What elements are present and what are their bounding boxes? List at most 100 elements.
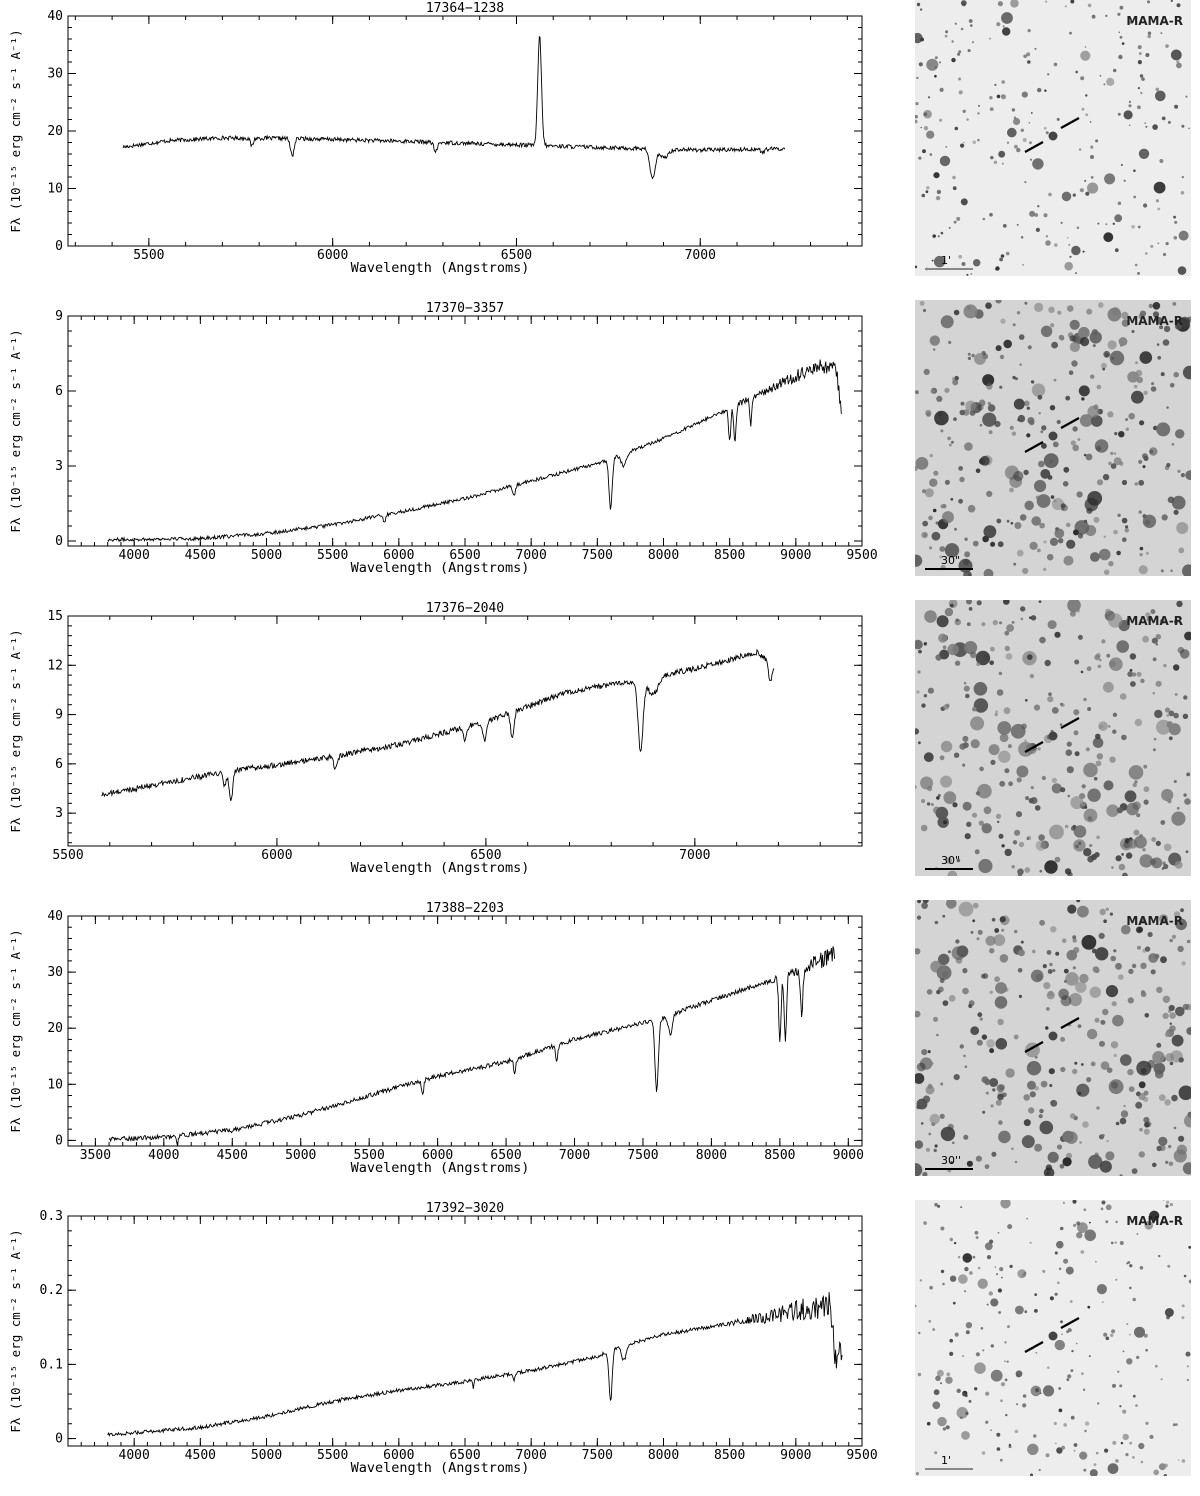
target-star [1048,431,1058,441]
spectrum-line [107,359,843,543]
plot-frame [67,915,863,1147]
x-tick-label: 7000 [679,848,710,863]
target-star [1048,1331,1058,1341]
y-tick-label: 15 [47,609,63,624]
x-tick-label: 6500 [501,248,532,263]
target-marker-left [1024,1341,1044,1353]
finding-chart-image: MAMA-R 30" [915,300,1191,576]
y-axis-label: Fλ (10⁻¹⁵ erg cm⁻² s⁻¹ A⁻¹) [8,929,23,1132]
scale-bar: 30'' [925,1154,973,1170]
y-tick-label: 10 [47,182,63,197]
x-tick-label: 9000 [780,548,811,563]
x-tick-label: 9500 [846,1448,877,1463]
x-tick-label: 6000 [261,848,292,863]
spectrum-line [108,946,836,1147]
survey-label: MAMA-R [1126,14,1183,28]
y-tick-label: 30 [47,965,63,980]
x-tick-label: 5500 [133,248,164,263]
y-tick-label: 20 [47,124,63,139]
target-marker-right [1060,417,1080,429]
x-tick-label: 9000 [780,1448,811,1463]
finding-chart-image: MAMA-R 30" [915,600,1191,876]
survey-label: MAMA-R [1126,1214,1183,1228]
target-star [1048,1031,1058,1041]
x-tick-label: 5000 [251,1448,282,1463]
y-tick-label: 9 [55,708,63,723]
star-field [915,900,1191,1176]
target-marker-right [1060,117,1080,129]
y-tick-label: 6 [55,757,63,772]
x-tick-label: 5500 [354,1148,385,1163]
x-tick-label: 4000 [119,548,150,563]
x-tick-label: 5500 [52,848,83,863]
spectrum-line [107,1292,843,1437]
x-tick-label: 8500 [764,1148,795,1163]
x-tick-label: 8000 [648,1448,679,1463]
star-field [915,600,1191,876]
target-marker-right [1060,717,1080,729]
spectrum-panel: 17392−3020 4000 4500 5000 5500 6000 6500 7000 75… [0,1200,1200,1496]
star-field [915,1200,1191,1476]
x-tick-label: 9500 [846,548,877,563]
y-axis-label: Fλ (10⁻¹⁵ erg cm⁻² s⁻¹ A⁻¹) [8,29,23,232]
scale-bar-line [925,1168,973,1170]
spectrum-chart: 17370−3357 4000 4500 5000 5500 6000 6500 7000 75… [8,301,878,576]
y-tick-label: 0.3 [40,1209,63,1224]
x-axis-label: Wavelength (Angstroms) [351,560,530,576]
x-tick-label: 5500 [317,548,348,563]
x-tick-label: 7500 [627,1148,658,1163]
scale-bar-line [925,568,973,570]
x-tick-label: 4500 [185,548,216,563]
x-tick-label: 6000 [383,548,414,563]
x-tick-label: 9000 [833,1148,864,1163]
x-tick-label: 7500 [582,548,613,563]
y-tick-label: 9 [55,309,63,324]
x-tick-label: 6000 [383,1448,414,1463]
x-axis-label: Wavelength (Angstroms) [351,1460,530,1476]
y-tick-label: 0 [55,534,63,549]
x-tick-label: 8000 [648,548,679,563]
spectrum-chart: 17364−1238 5500 6000 6500 7000 0 10 20 30 40 Wavel… [8,1,863,276]
x-tick-label: 7000 [559,1148,590,1163]
x-tick-label: 4500 [185,1448,216,1463]
target-marker-left [1024,141,1044,153]
x-tick-label: 6000 [422,1148,453,1163]
x-tick-label: 7000 [685,248,716,263]
x-tick-label: 6000 [317,248,348,263]
y-axis-label: Fλ (10⁻¹⁵ erg cm⁻² s⁻¹ A⁻¹) [8,1229,23,1432]
finding-chart-image: MAMA-R 1' [915,1200,1191,1476]
chart-title: 17376−2040 [426,601,504,616]
chart-title: 17392−3020 [426,1201,504,1216]
survey-label: MAMA-R [1126,914,1183,928]
y-tick-label: 6 [55,384,63,399]
spectrum-chart: 17388−2203 3500 4000 4500 5000 5500 6000 6500 70… [8,901,864,1176]
scale-bar-label: 1' [941,254,952,267]
y-tick-label: 20 [47,1021,63,1036]
finding-chart-image: MAMA-R 30'' [915,900,1191,1176]
y-tick-label: 0 [55,239,63,254]
x-tick-label: 6500 [490,1148,521,1163]
star-field [915,0,1190,276]
spectrum-chart: 17376−2040 5500 6000 6500 7000 3 6 9 12 15 Wavelen… [8,601,863,876]
spectrum-panel: 17370−3357 4000 4500 5000 5500 6000 6500 7000 75… [0,300,1200,596]
y-tick-label: 3 [55,459,63,474]
y-tick-label: 0.1 [40,1357,63,1372]
plot-frame [67,315,863,547]
spectrum-line [122,35,786,180]
scale-bar-line [925,268,973,270]
target-marker-left [1024,741,1044,753]
plot-frame [67,15,863,247]
x-tick-label: 7500 [582,1448,613,1463]
x-tick-label: 8000 [696,1148,727,1163]
target-star [1048,731,1058,741]
chart-title: 17370−3357 [426,301,504,316]
y-tick-label: 0 [55,1133,63,1148]
x-tick-label: 5000 [285,1148,316,1163]
scale-bar-label: 30" [941,854,961,867]
x-tick-label: 4500 [217,1148,248,1163]
x-tick-label: 4000 [148,1148,179,1163]
target-marker-right [1060,1317,1080,1329]
x-tick-label: 6500 [449,1448,480,1463]
y-tick-label: 0.2 [40,1283,63,1298]
y-tick-label: 40 [47,909,63,924]
